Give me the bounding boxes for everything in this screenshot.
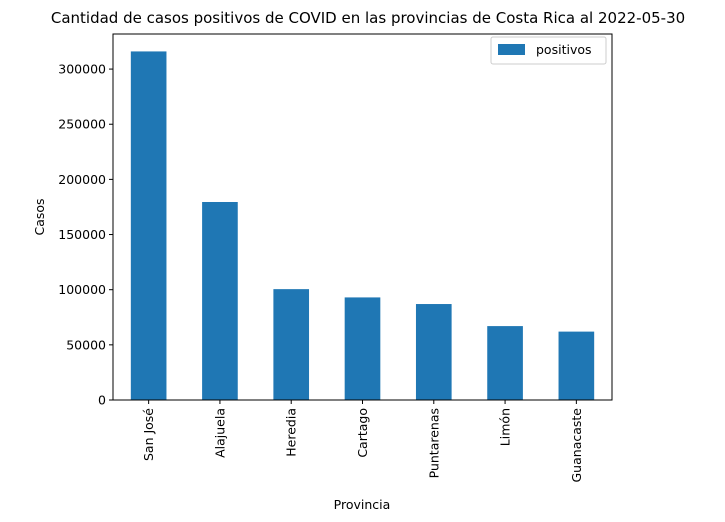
- y-tick-label: 0: [98, 393, 106, 408]
- y-tick-label: 150000: [58, 227, 106, 242]
- bar-san-josé: [130, 51, 167, 401]
- x-axis-label: Provincia: [334, 497, 391, 512]
- x-tick-label: Puntarenas: [426, 408, 441, 478]
- bar-puntarenas: [415, 304, 452, 400]
- x-axis: San José Alajuela Heredia Cartago Puntarenas…: [141, 400, 584, 483]
- legend-frame: [490, 36, 607, 65]
- legend: positivos: [490, 36, 607, 65]
- x-tick-label: Heredia: [284, 408, 299, 457]
- y-tick-label: 50000: [66, 337, 106, 352]
- y-tick-label: 250000: [58, 117, 106, 132]
- y-tick-label: 100000: [58, 282, 106, 297]
- y-tick-label: 200000: [58, 172, 106, 187]
- legend-label: positivos: [536, 42, 592, 57]
- bar-heredia: [273, 289, 310, 400]
- x-tick-label: Guanacaste: [569, 408, 584, 483]
- legend-swatch: [498, 44, 525, 55]
- y-axis-label: Casos: [32, 198, 47, 235]
- plot-area: [130, 51, 595, 401]
- bar-guanacaste: [558, 331, 595, 400]
- chart-title: Cantidad de casos positivos de COVID en …: [51, 9, 685, 27]
- bar-limón: [487, 326, 523, 400]
- bar-cartago: [344, 297, 381, 400]
- bar-alajuela: [202, 201, 238, 400]
- x-tick-label: Limón: [498, 408, 513, 446]
- x-tick-label: San José: [141, 408, 156, 461]
- plot-frame: [112, 33, 613, 401]
- y-tick-label: 300000: [58, 62, 106, 77]
- y-axis: 0 50000 100000 150000 200000 250000 300000: [58, 62, 113, 408]
- x-tick-label: Cartago: [355, 408, 370, 458]
- x-tick-label: Alajuela: [212, 408, 227, 458]
